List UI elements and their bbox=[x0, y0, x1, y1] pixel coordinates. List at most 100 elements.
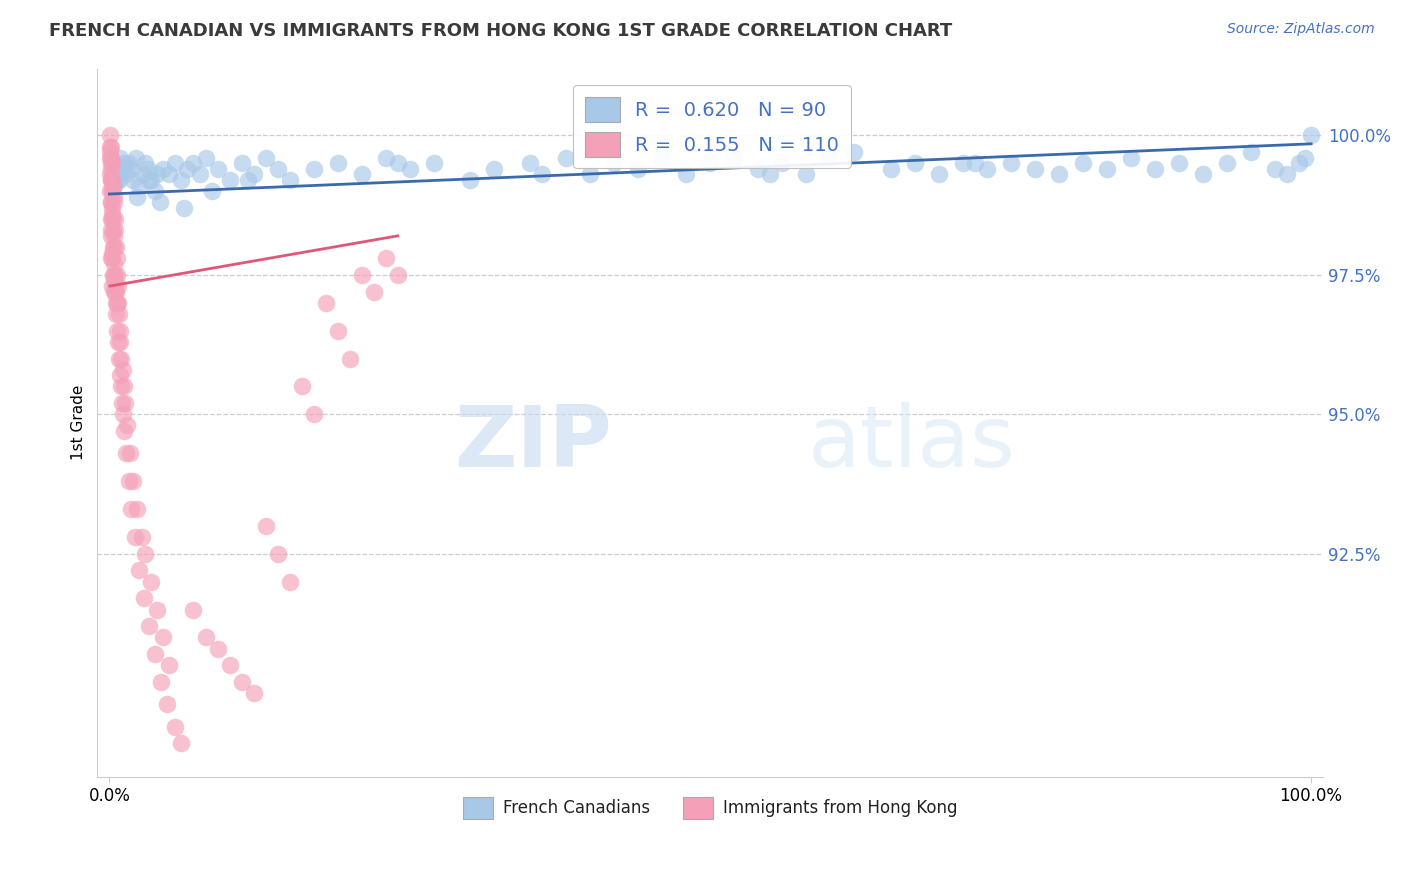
Point bbox=[398, 161, 420, 176]
Point bbox=[107, 334, 129, 349]
Point bbox=[699, 156, 721, 170]
Point bbox=[104, 223, 127, 237]
Point bbox=[1167, 156, 1189, 170]
Point bbox=[134, 156, 156, 170]
Point bbox=[242, 168, 264, 182]
Point bbox=[1301, 128, 1323, 143]
Point bbox=[165, 156, 187, 170]
Point bbox=[100, 251, 122, 265]
Point bbox=[134, 547, 156, 561]
Point bbox=[104, 295, 127, 310]
Point bbox=[555, 151, 578, 165]
Point bbox=[134, 591, 156, 606]
Point bbox=[254, 151, 277, 165]
Point bbox=[326, 324, 349, 338]
Point bbox=[98, 128, 121, 143]
Point bbox=[302, 161, 325, 176]
Point bbox=[173, 201, 195, 215]
Point bbox=[651, 151, 673, 165]
Point bbox=[1294, 151, 1316, 165]
Point bbox=[98, 168, 121, 182]
Point bbox=[675, 168, 697, 182]
Point bbox=[128, 178, 150, 193]
Point bbox=[101, 168, 124, 182]
Point bbox=[107, 351, 129, 366]
Point bbox=[1119, 151, 1142, 165]
Point bbox=[100, 173, 122, 187]
Point bbox=[458, 173, 481, 187]
Point bbox=[118, 446, 141, 460]
Point bbox=[120, 502, 142, 516]
Point bbox=[101, 178, 124, 193]
Point bbox=[104, 212, 127, 227]
Point bbox=[101, 223, 124, 237]
Point bbox=[104, 279, 127, 293]
Point bbox=[1275, 168, 1298, 182]
Text: atlas: atlas bbox=[808, 402, 1017, 485]
Point bbox=[110, 351, 132, 366]
Point bbox=[104, 268, 127, 282]
Point bbox=[101, 206, 124, 220]
Point bbox=[112, 379, 135, 393]
Point bbox=[231, 156, 253, 170]
Point bbox=[928, 168, 950, 182]
Point bbox=[156, 698, 179, 712]
Point bbox=[124, 530, 146, 544]
Point bbox=[100, 212, 122, 227]
Point bbox=[796, 168, 818, 182]
Point bbox=[108, 324, 131, 338]
Point bbox=[103, 190, 125, 204]
Point bbox=[315, 295, 337, 310]
Point bbox=[103, 257, 125, 271]
Point bbox=[176, 161, 198, 176]
Point bbox=[266, 547, 288, 561]
Point bbox=[759, 168, 782, 182]
Point bbox=[100, 151, 122, 165]
Point bbox=[100, 139, 122, 153]
Point bbox=[100, 156, 122, 170]
Point bbox=[114, 396, 136, 410]
Point bbox=[104, 285, 127, 299]
Point bbox=[1192, 168, 1215, 182]
Point bbox=[103, 228, 125, 243]
Point bbox=[108, 151, 131, 165]
Point bbox=[159, 658, 181, 673]
Point bbox=[165, 720, 187, 734]
Point bbox=[108, 334, 131, 349]
Point bbox=[105, 268, 128, 282]
Text: Source: ZipAtlas.com: Source: ZipAtlas.com bbox=[1227, 22, 1375, 37]
Point bbox=[1143, 161, 1166, 176]
Point bbox=[530, 168, 553, 182]
Point bbox=[218, 173, 240, 187]
Point bbox=[1264, 161, 1286, 176]
Point bbox=[278, 173, 301, 187]
Point bbox=[200, 184, 222, 198]
Text: ZIP: ZIP bbox=[454, 402, 612, 485]
Point bbox=[519, 156, 541, 170]
Point bbox=[111, 396, 134, 410]
Point bbox=[100, 212, 122, 227]
Point bbox=[143, 184, 166, 198]
Point bbox=[482, 161, 505, 176]
Point bbox=[423, 156, 446, 170]
Point bbox=[105, 324, 128, 338]
Point bbox=[103, 285, 125, 299]
Point bbox=[1071, 156, 1094, 170]
Point bbox=[963, 156, 986, 170]
Point bbox=[100, 279, 122, 293]
Point bbox=[112, 424, 135, 438]
Point bbox=[105, 168, 128, 182]
Point bbox=[1240, 145, 1263, 160]
Point bbox=[104, 156, 127, 170]
Point bbox=[112, 156, 135, 170]
Point bbox=[110, 161, 132, 176]
Point bbox=[125, 190, 148, 204]
Point bbox=[107, 173, 129, 187]
Point bbox=[149, 195, 172, 210]
Point bbox=[122, 475, 145, 489]
Point bbox=[326, 156, 349, 170]
Point bbox=[339, 351, 361, 366]
Point bbox=[194, 151, 217, 165]
Point bbox=[120, 161, 142, 176]
Point bbox=[218, 658, 240, 673]
